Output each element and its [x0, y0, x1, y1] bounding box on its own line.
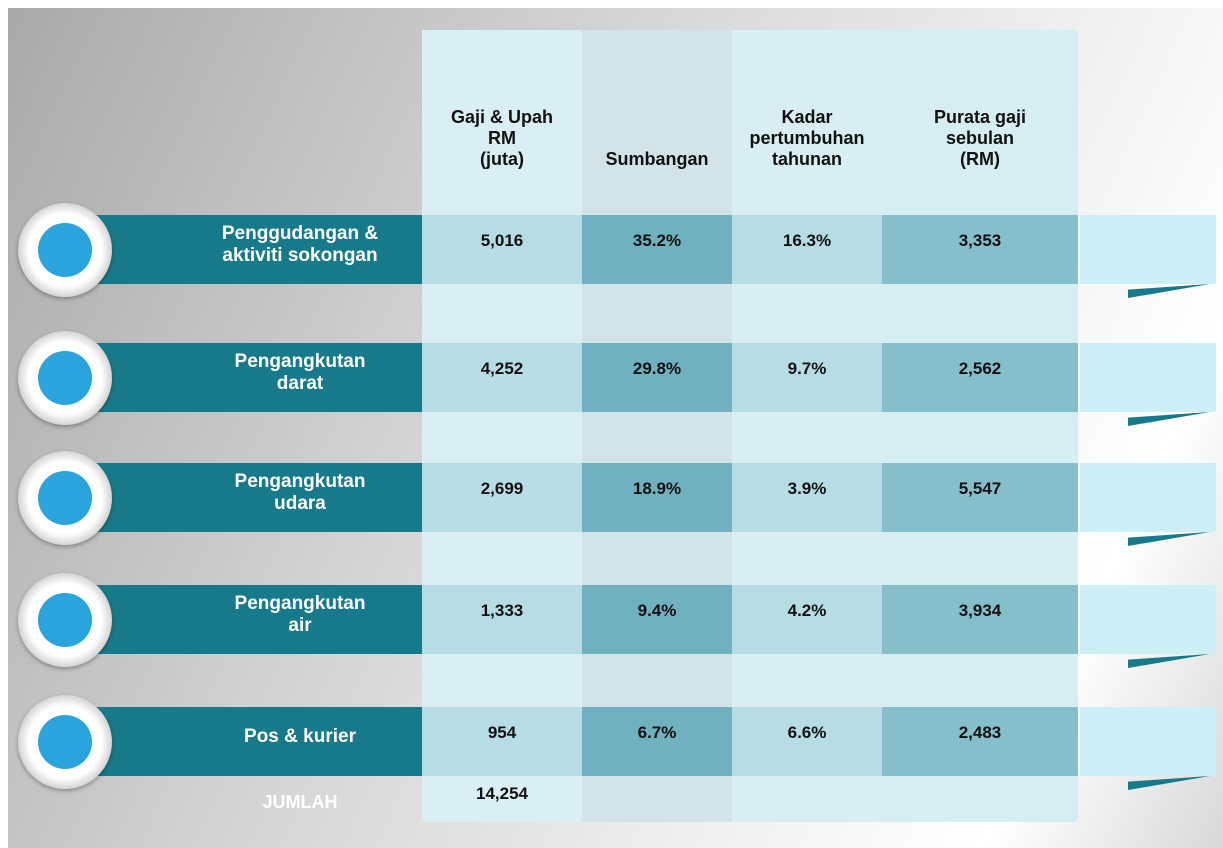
cell: 2,562 — [882, 343, 1078, 412]
cell: 9.4% — [582, 585, 732, 654]
cell: 3,934 — [882, 585, 1078, 654]
cell: 1,333 — [422, 585, 582, 654]
row-band — [70, 463, 422, 532]
row-label: Penggudangan & aktiviti sokongan — [221, 222, 379, 266]
total-value: 14,254 — [476, 784, 528, 803]
column — [422, 30, 582, 822]
cell: 2,699 — [422, 463, 582, 532]
cell: 6.6% — [732, 707, 882, 776]
cell: 35.2% — [582, 215, 732, 284]
row-label: Pos & kurier — [244, 725, 356, 747]
cell: 4,252 — [422, 343, 582, 412]
cell: 3,353 — [882, 215, 1078, 284]
row-flag — [1080, 585, 1216, 654]
icon — [38, 351, 92, 405]
cell: 5,547 — [882, 463, 1078, 532]
row-band — [70, 215, 422, 284]
total-label: JUMLAH — [262, 792, 338, 812]
column-header: Sumbangan — [605, 149, 709, 169]
cell: 29.8% — [582, 343, 732, 412]
column-header: Gaji & Upah RM (juta) — [450, 107, 553, 169]
icon — [38, 715, 92, 769]
icon — [38, 471, 92, 525]
row-flag — [1080, 215, 1216, 284]
cell: 9.7% — [732, 343, 882, 412]
column-header: Purata gaji sebulan (RM) — [933, 107, 1027, 169]
cell: 18.9% — [582, 463, 732, 532]
cell: 16.3% — [732, 215, 882, 284]
cell: 3.9% — [732, 463, 882, 532]
column-header: Kadar pertumbuhan tahunan — [749, 107, 865, 169]
column — [732, 30, 882, 822]
row-label: Pengangkutan darat — [234, 350, 366, 394]
cell: 954 — [422, 707, 582, 776]
cell: 6.7% — [582, 707, 732, 776]
row-flag — [1080, 463, 1216, 532]
column — [582, 30, 732, 822]
row-band — [70, 343, 422, 412]
column — [882, 30, 1078, 822]
cell: 4.2% — [732, 585, 882, 654]
row-band — [70, 585, 422, 654]
row-label: Pengangkutan udara — [234, 470, 366, 514]
row-flag — [1080, 343, 1216, 412]
row-band — [70, 707, 422, 776]
row-flag — [1080, 707, 1216, 776]
cell: 5,016 — [422, 215, 582, 284]
row-label: Pengangkutan air — [234, 592, 366, 636]
icon — [38, 223, 92, 277]
icon — [38, 593, 92, 647]
cell: 2,483 — [882, 707, 1078, 776]
